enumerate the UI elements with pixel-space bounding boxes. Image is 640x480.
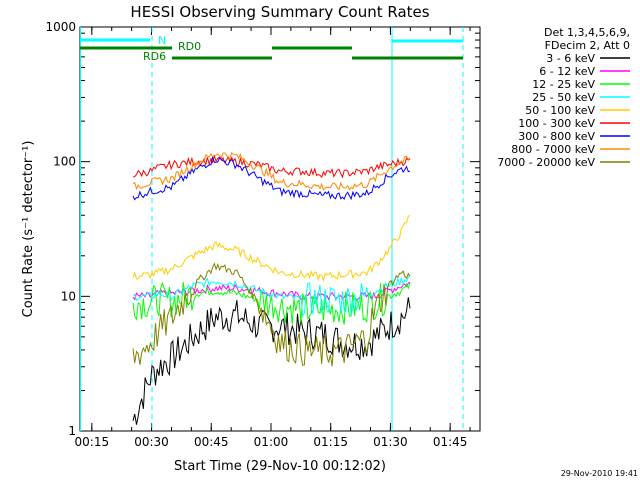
x-tick-label: 01:30 (373, 435, 408, 449)
series-line (132, 275, 411, 318)
annotation-label: RD0 (178, 40, 201, 53)
series-group (132, 151, 411, 425)
y-tick-label: 100 (53, 155, 76, 169)
y-axis-label: Count Rate (s⁻¹ detector⁻¹) (21, 141, 36, 318)
attenuator-markers: N RD0 RD6 (80, 27, 464, 431)
x-tick-label: 00:15 (75, 435, 110, 449)
legend-entry-label: 100 - 300 keV (518, 117, 595, 130)
legend-header: Det 1,3,4,5,6,9, (544, 26, 630, 39)
legend-entry-label: 6 - 12 keV (539, 65, 595, 78)
legend-entry-label: 12 - 25 keV (532, 78, 595, 91)
series-line (132, 151, 411, 191)
series-line (132, 155, 411, 201)
x-axis-label: Start Time (29-Nov-10 00:12:02) (174, 459, 386, 474)
annotation-label: RD6 (143, 50, 166, 63)
x-axis: 00:15 00:30 00:45 01:00 01:15 01:30 01:45 (75, 27, 471, 449)
legend-entry-label: 7000 - 20000 keV (497, 156, 595, 169)
x-tick-label: 01:15 (313, 435, 348, 449)
series-line (132, 281, 411, 301)
legend-entry-label: 3 - 6 keV (546, 52, 595, 65)
y-tick-label: 1 (68, 424, 76, 438)
legend-entry-label: 25 - 50 keV (532, 91, 595, 104)
legend: Det 1,3,4,5,6,9,FDecim 2, Att 03 - 6 keV… (497, 26, 630, 169)
legend-entry-label: 800 - 7000 keV (511, 143, 595, 156)
x-tick-label: 00:45 (194, 435, 229, 449)
legend-entry-label: 50 - 100 keV (525, 104, 595, 117)
legend-entry-label: 300 - 800 keV (518, 130, 595, 143)
annotation-label: N (158, 34, 166, 47)
y-tick-label: 10 (61, 289, 76, 303)
series-line (132, 262, 411, 367)
x-tick-label: 01:00 (254, 435, 289, 449)
series-line (132, 281, 411, 325)
x-tick-label: 00:30 (134, 435, 169, 449)
y-tick-label: 1000 (45, 20, 76, 34)
series-line (132, 215, 411, 282)
series-line (132, 154, 411, 179)
series-line (132, 297, 411, 425)
y-axis: 1 10 100 1000 (45, 20, 480, 438)
plot-frame (79, 26, 481, 432)
footer-timestamp: 29-Nov-2010 19:41 (561, 469, 638, 478)
x-tick-label: 01:45 (433, 435, 468, 449)
chart-title: HESSI Observing Summary Count Rates (130, 3, 429, 21)
legend-header: FDecim 2, Att 0 (545, 39, 630, 52)
